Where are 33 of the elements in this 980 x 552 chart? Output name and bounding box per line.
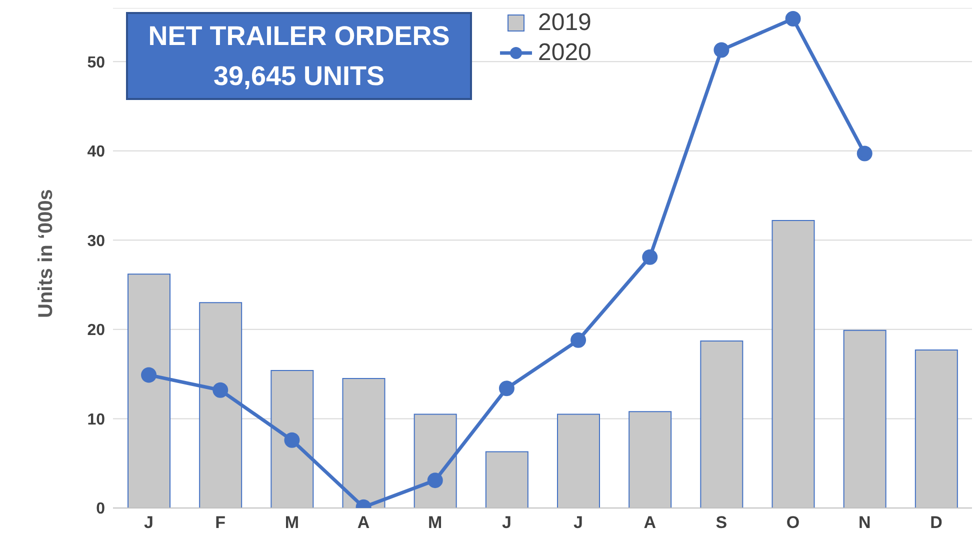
x-tick-label: A <box>644 513 656 532</box>
point <box>141 367 157 383</box>
text: 39,645 UNITS <box>212 60 386 93</box>
y-tick-label: 40 <box>87 144 106 161</box>
point <box>427 472 443 488</box>
x-tick-label: J <box>574 513 584 532</box>
y-tick-label: 0 <box>96 500 106 518</box>
legend-label: 2020 <box>538 39 592 67</box>
y-tick-label: 50 <box>87 54 106 72</box>
point <box>498 380 514 396</box>
point <box>212 382 228 398</box>
y-tick-label: 30 <box>87 232 106 250</box>
x-tick-label: M <box>428 513 442 532</box>
x-tick-label: S <box>716 513 728 532</box>
y-tick-label: 10 <box>87 411 106 428</box>
point <box>642 249 658 265</box>
x-tick-label: J <box>502 513 512 532</box>
y-tick-label: 20 <box>87 322 106 340</box>
x-tick-label: F <box>215 513 226 532</box>
point <box>284 432 300 448</box>
y-axis-title: Units in ‘000s <box>35 189 58 318</box>
x-tick-label: N <box>858 513 871 532</box>
point <box>570 332 586 348</box>
x-tick-label: J <box>144 513 154 532</box>
point <box>785 10 801 26</box>
x-tick-label: D <box>930 513 942 532</box>
x-tick-label: A <box>357 513 370 532</box>
legend-label: 2019 <box>538 9 592 37</box>
text: NET TRAILER ORDERS <box>147 20 451 53</box>
point <box>714 42 730 58</box>
x-tick-label: M <box>284 513 300 532</box>
x-tick-label: O <box>786 513 800 532</box>
point <box>856 146 872 162</box>
